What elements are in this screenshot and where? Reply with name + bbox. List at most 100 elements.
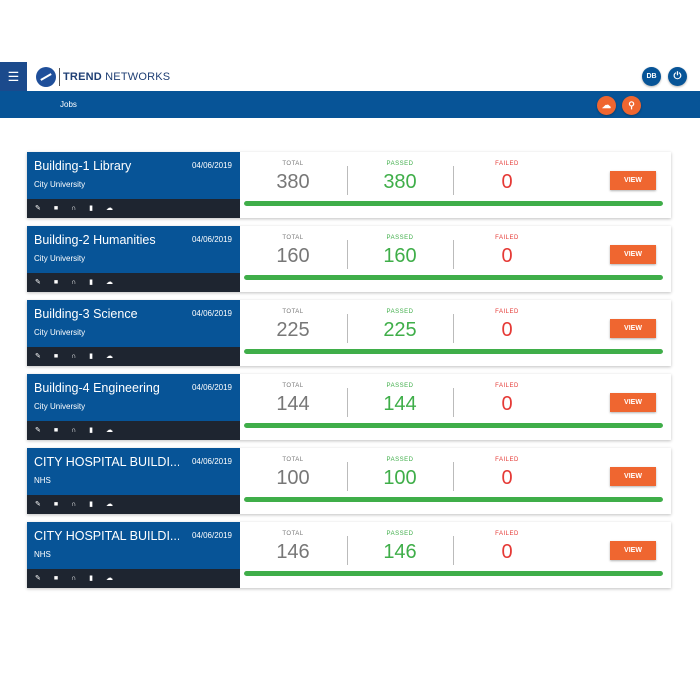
search-button[interactable]: ⚲: [622, 96, 641, 115]
progress-fill: [244, 497, 663, 502]
job-date: 04/06/2019: [191, 309, 232, 318]
job-info[interactable]: Building-4 Engineering 04/06/2019 City U…: [27, 374, 240, 421]
job-card: CITY HOSPITAL BUILDI... 04/06/2019 NHS ✎…: [27, 522, 671, 588]
view-button[interactable]: VIEW: [610, 467, 656, 486]
cloud-upload-icon[interactable]: ☁: [106, 353, 113, 360]
edit-icon[interactable]: ✎: [35, 279, 41, 286]
edit-icon[interactable]: ✎: [35, 205, 41, 212]
passed-stat: PASSED 100: [365, 456, 435, 490]
progress-fill: [244, 571, 663, 576]
passed-label: PASSED: [386, 309, 414, 315]
failed-stat: FAILED 0: [472, 160, 542, 194]
failed-stat: FAILED 0: [472, 530, 542, 564]
cloud-upload-icon[interactable]: ☁: [106, 575, 113, 582]
failed-label: FAILED: [495, 383, 519, 389]
total-stat: TOTAL 100: [258, 456, 328, 490]
document-icon[interactable]: ■: [53, 501, 59, 508]
progress-bar: [244, 571, 663, 576]
delete-icon[interactable]: ▮: [89, 501, 93, 508]
total-stat: TOTAL 380: [258, 160, 328, 194]
passed-value: 146: [383, 541, 417, 563]
job-name: Building-2 Humanities: [34, 233, 156, 247]
view-button[interactable]: VIEW: [610, 245, 656, 264]
power-icon: ⏻: [673, 70, 682, 82]
passed-stat: PASSED 144: [365, 382, 435, 416]
cloud-upload-icon[interactable]: ☁: [106, 279, 113, 286]
job-date: 04/06/2019: [191, 161, 232, 170]
total-label: TOTAL: [282, 457, 304, 463]
job-toolbar: ✎ ■ ∩ ▮ ☁: [27, 495, 240, 514]
job-organization: City University: [34, 180, 86, 189]
progress-bar: [244, 201, 663, 206]
delete-icon[interactable]: ▮: [89, 279, 93, 286]
total-value: 380: [276, 171, 310, 193]
progress-fill: [244, 423, 663, 428]
attachment-icon[interactable]: ∩: [71, 205, 77, 212]
power-button[interactable]: ⏻: [668, 67, 687, 86]
failed-label: FAILED: [495, 457, 519, 463]
job-card: Building-2 Humanities 04/06/2019 City Un…: [27, 226, 671, 292]
job-info[interactable]: Building-2 Humanities 04/06/2019 City Un…: [27, 226, 240, 273]
cloud-upload-icon[interactable]: ☁: [106, 205, 113, 212]
progress-bar: [244, 275, 663, 280]
attachment-icon[interactable]: ∩: [71, 353, 77, 360]
job-organization: City University: [34, 254, 86, 263]
page-title: Jobs: [60, 100, 77, 109]
job-name: CITY HOSPITAL BUILDI...: [34, 455, 179, 469]
attachment-icon[interactable]: ∩: [71, 427, 77, 434]
view-button[interactable]: VIEW: [610, 541, 656, 560]
job-toolbar: ✎ ■ ∩ ▮ ☁: [27, 273, 240, 292]
job-toolbar: ✎ ■ ∩ ▮ ☁: [27, 347, 240, 366]
hamburger-icon: ☰: [7, 68, 20, 84]
failed-value: 0: [501, 541, 513, 563]
delete-icon[interactable]: ▮: [89, 575, 93, 582]
passed-stat: PASSED 146: [365, 530, 435, 564]
job-date: 04/06/2019: [191, 457, 232, 466]
job-info[interactable]: CITY HOSPITAL BUILDI... 04/06/2019 NHS: [27, 522, 240, 569]
total-label: TOTAL: [282, 309, 304, 315]
cloud-upload-icon[interactable]: ☁: [106, 427, 113, 434]
failed-value: 0: [501, 467, 513, 489]
attachment-icon[interactable]: ∩: [71, 575, 77, 582]
view-button[interactable]: VIEW: [610, 171, 656, 190]
view-button[interactable]: VIEW: [610, 319, 656, 338]
upload-button[interactable]: ☁: [597, 96, 616, 115]
search-icon: ⚲: [628, 100, 635, 110]
job-name: Building-4 Engineering: [34, 381, 160, 395]
failed-stat: FAILED 0: [472, 456, 542, 490]
total-value: 144: [276, 393, 310, 415]
passed-label: PASSED: [386, 235, 414, 241]
menu-button[interactable]: ☰: [0, 62, 27, 91]
job-info[interactable]: CITY HOSPITAL BUILDI... 04/06/2019 NHS: [27, 448, 240, 495]
delete-icon[interactable]: ▮: [89, 353, 93, 360]
cloud-upload-icon[interactable]: ☁: [106, 501, 113, 508]
document-icon[interactable]: ■: [53, 575, 59, 582]
delete-icon[interactable]: ▮: [89, 205, 93, 212]
document-icon[interactable]: ■: [53, 205, 59, 212]
edit-icon[interactable]: ✎: [35, 427, 41, 434]
total-label: TOTAL: [282, 383, 304, 389]
progress-fill: [244, 201, 663, 206]
document-icon[interactable]: ■: [53, 427, 59, 434]
document-icon[interactable]: ■: [53, 279, 59, 286]
attachment-icon[interactable]: ∩: [71, 279, 77, 286]
document-icon[interactable]: ■: [53, 353, 59, 360]
job-date: 04/06/2019: [191, 383, 232, 392]
attachment-icon[interactable]: ∩: [71, 501, 77, 508]
progress-bar: [244, 423, 663, 428]
failed-label: FAILED: [495, 235, 519, 241]
delete-icon[interactable]: ▮: [89, 427, 93, 434]
nav-bar: Jobs: [0, 91, 700, 118]
edit-icon[interactable]: ✎: [35, 501, 41, 508]
job-organization: City University: [34, 328, 86, 337]
passed-value: 380: [383, 171, 417, 193]
job-name: CITY HOSPITAL BUILDI...: [34, 529, 179, 543]
job-info[interactable]: Building-1 Library 04/06/2019 City Unive…: [27, 152, 240, 199]
passed-stat: PASSED 225: [365, 308, 435, 342]
edit-icon[interactable]: ✎: [35, 353, 41, 360]
view-button[interactable]: VIEW: [610, 393, 656, 412]
edit-icon[interactable]: ✎: [35, 575, 41, 582]
job-info[interactable]: Building-3 Science 04/06/2019 City Unive…: [27, 300, 240, 347]
passed-value: 225: [383, 319, 417, 341]
user-avatar[interactable]: DB: [642, 67, 661, 86]
